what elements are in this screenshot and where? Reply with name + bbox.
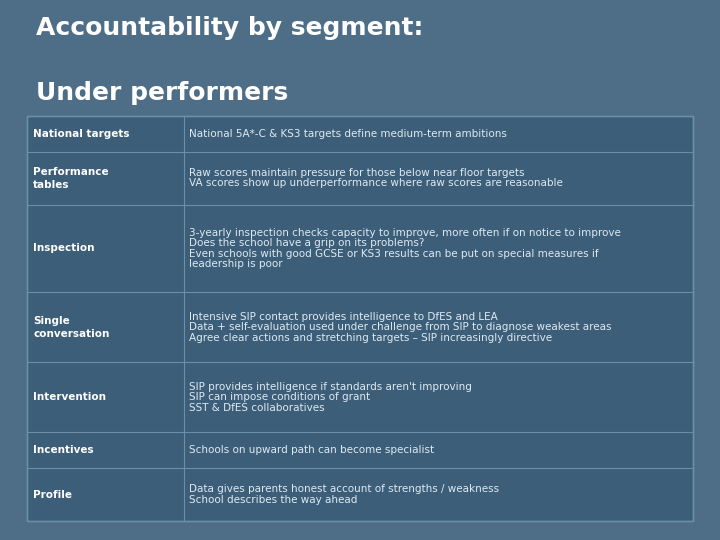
Text: Profile: Profile — [33, 490, 72, 500]
Text: SIP provides intelligence if standards aren't improving: SIP provides intelligence if standards a… — [189, 382, 472, 392]
Text: SST & DfES collaboratives: SST & DfES collaboratives — [189, 403, 325, 413]
Text: Accountability by segment:: Accountability by segment: — [36, 16, 423, 40]
Text: VA scores show up underperformance where raw scores are reasonable: VA scores show up underperformance where… — [189, 179, 563, 188]
Text: Single
conversation: Single conversation — [33, 315, 109, 339]
Text: Data gives parents honest account of strengths / weakness: Data gives parents honest account of str… — [189, 484, 500, 495]
Text: Inspection: Inspection — [33, 244, 94, 253]
Text: 3-yearly inspection checks capacity to improve, more often if on notice to impro: 3-yearly inspection checks capacity to i… — [189, 228, 621, 238]
Text: Does the school have a grip on its problems?: Does the school have a grip on its probl… — [189, 238, 425, 248]
Text: Schools on upward path can become specialist: Schools on upward path can become specia… — [189, 446, 435, 455]
Text: leadership is poor: leadership is poor — [189, 259, 283, 269]
Text: Data + self-evaluation used under challenge from SIP to diagnose weakest areas: Data + self-evaluation used under challe… — [189, 322, 612, 332]
Text: Incentives: Incentives — [33, 446, 94, 455]
Text: Even schools with good GCSE or KS3 results can be put on special measures if: Even schools with good GCSE or KS3 resul… — [189, 248, 599, 259]
Text: National 5A*-C & KS3 targets define medium-term ambitions: National 5A*-C & KS3 targets define medi… — [189, 129, 508, 139]
Text: School describes the way ahead: School describes the way ahead — [189, 495, 358, 505]
Text: Intervention: Intervention — [33, 393, 106, 402]
Bar — [27, 116, 693, 521]
Bar — [27, 116, 693, 521]
Text: SIP can impose conditions of grant: SIP can impose conditions of grant — [189, 393, 371, 402]
Text: Performance
tables: Performance tables — [33, 167, 109, 190]
Text: Under performers: Under performers — [36, 81, 288, 105]
Text: Intensive SIP contact provides intelligence to DfES and LEA: Intensive SIP contact provides intellige… — [189, 312, 498, 322]
Text: Agree clear actions and stretching targets – SIP increasingly directive: Agree clear actions and stretching targe… — [189, 333, 552, 342]
Text: Raw scores maintain pressure for those below near floor targets: Raw scores maintain pressure for those b… — [189, 168, 525, 178]
Text: National targets: National targets — [33, 129, 130, 139]
